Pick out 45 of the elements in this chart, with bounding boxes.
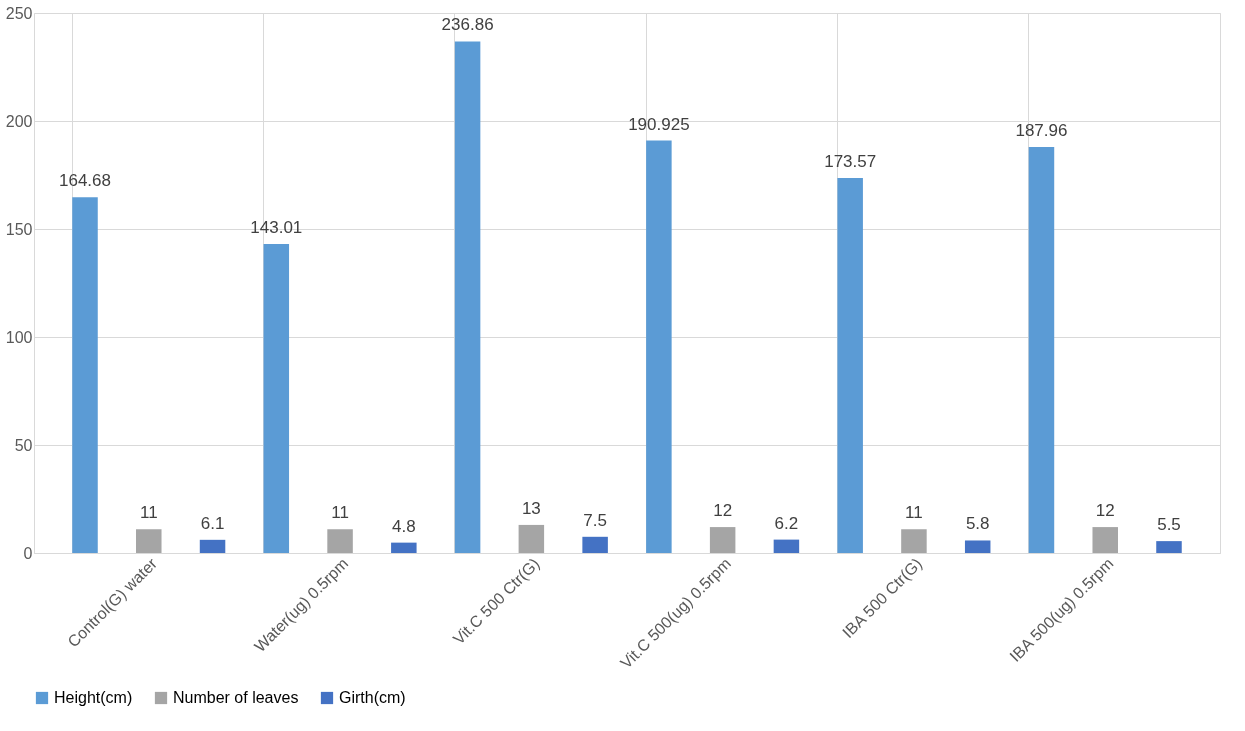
legend-label: Height(cm) [54,689,133,706]
y-tick-label: 50 [14,436,33,454]
y-tick-label: 0 [23,544,33,562]
data-label: 164.68 [59,171,112,191]
legend-label: Number of leaves [173,689,299,706]
data-label: 6.1 [200,513,225,533]
bar [582,536,608,553]
y-tick-label: 100 [5,328,33,346]
bar [773,539,800,553]
bar [518,524,545,553]
bar [1156,541,1182,553]
bar [454,41,481,553]
data-label: 13 [521,498,541,518]
data-label: 190.925 [628,114,690,134]
legend-label: Girth(cm) [339,689,406,706]
bar [901,529,927,553]
bar [391,542,417,553]
data-label: 11 [331,503,349,523]
bar [1092,527,1118,553]
bar [1028,147,1055,553]
data-label: 11 [139,503,158,523]
data-label: 187.96 [1015,121,1068,141]
bar [136,529,162,553]
bar [327,529,353,553]
data-label: 5.5 [1157,515,1181,535]
data-label: 5.8 [965,514,990,534]
data-label: 7.5 [583,510,607,530]
data-label: 6.2 [774,513,799,533]
bar [263,244,290,553]
bar [646,140,672,553]
y-tick-label: 200 [5,112,33,130]
data-label: 12 [713,501,733,521]
data-label: 4.8 [392,516,416,536]
y-tick-label: 250 [5,4,33,22]
y-tick-label: 150 [5,220,33,238]
data-label: 11 [905,503,923,523]
bar [709,527,736,553]
data-label: 12 [1095,501,1115,521]
bar [964,540,991,553]
data-label: 236.86 [441,15,494,35]
bar [199,539,226,553]
bar [837,178,863,553]
data-label: 143.01 [250,218,303,238]
bar [72,197,98,553]
data-label: 173.57 [824,152,877,172]
